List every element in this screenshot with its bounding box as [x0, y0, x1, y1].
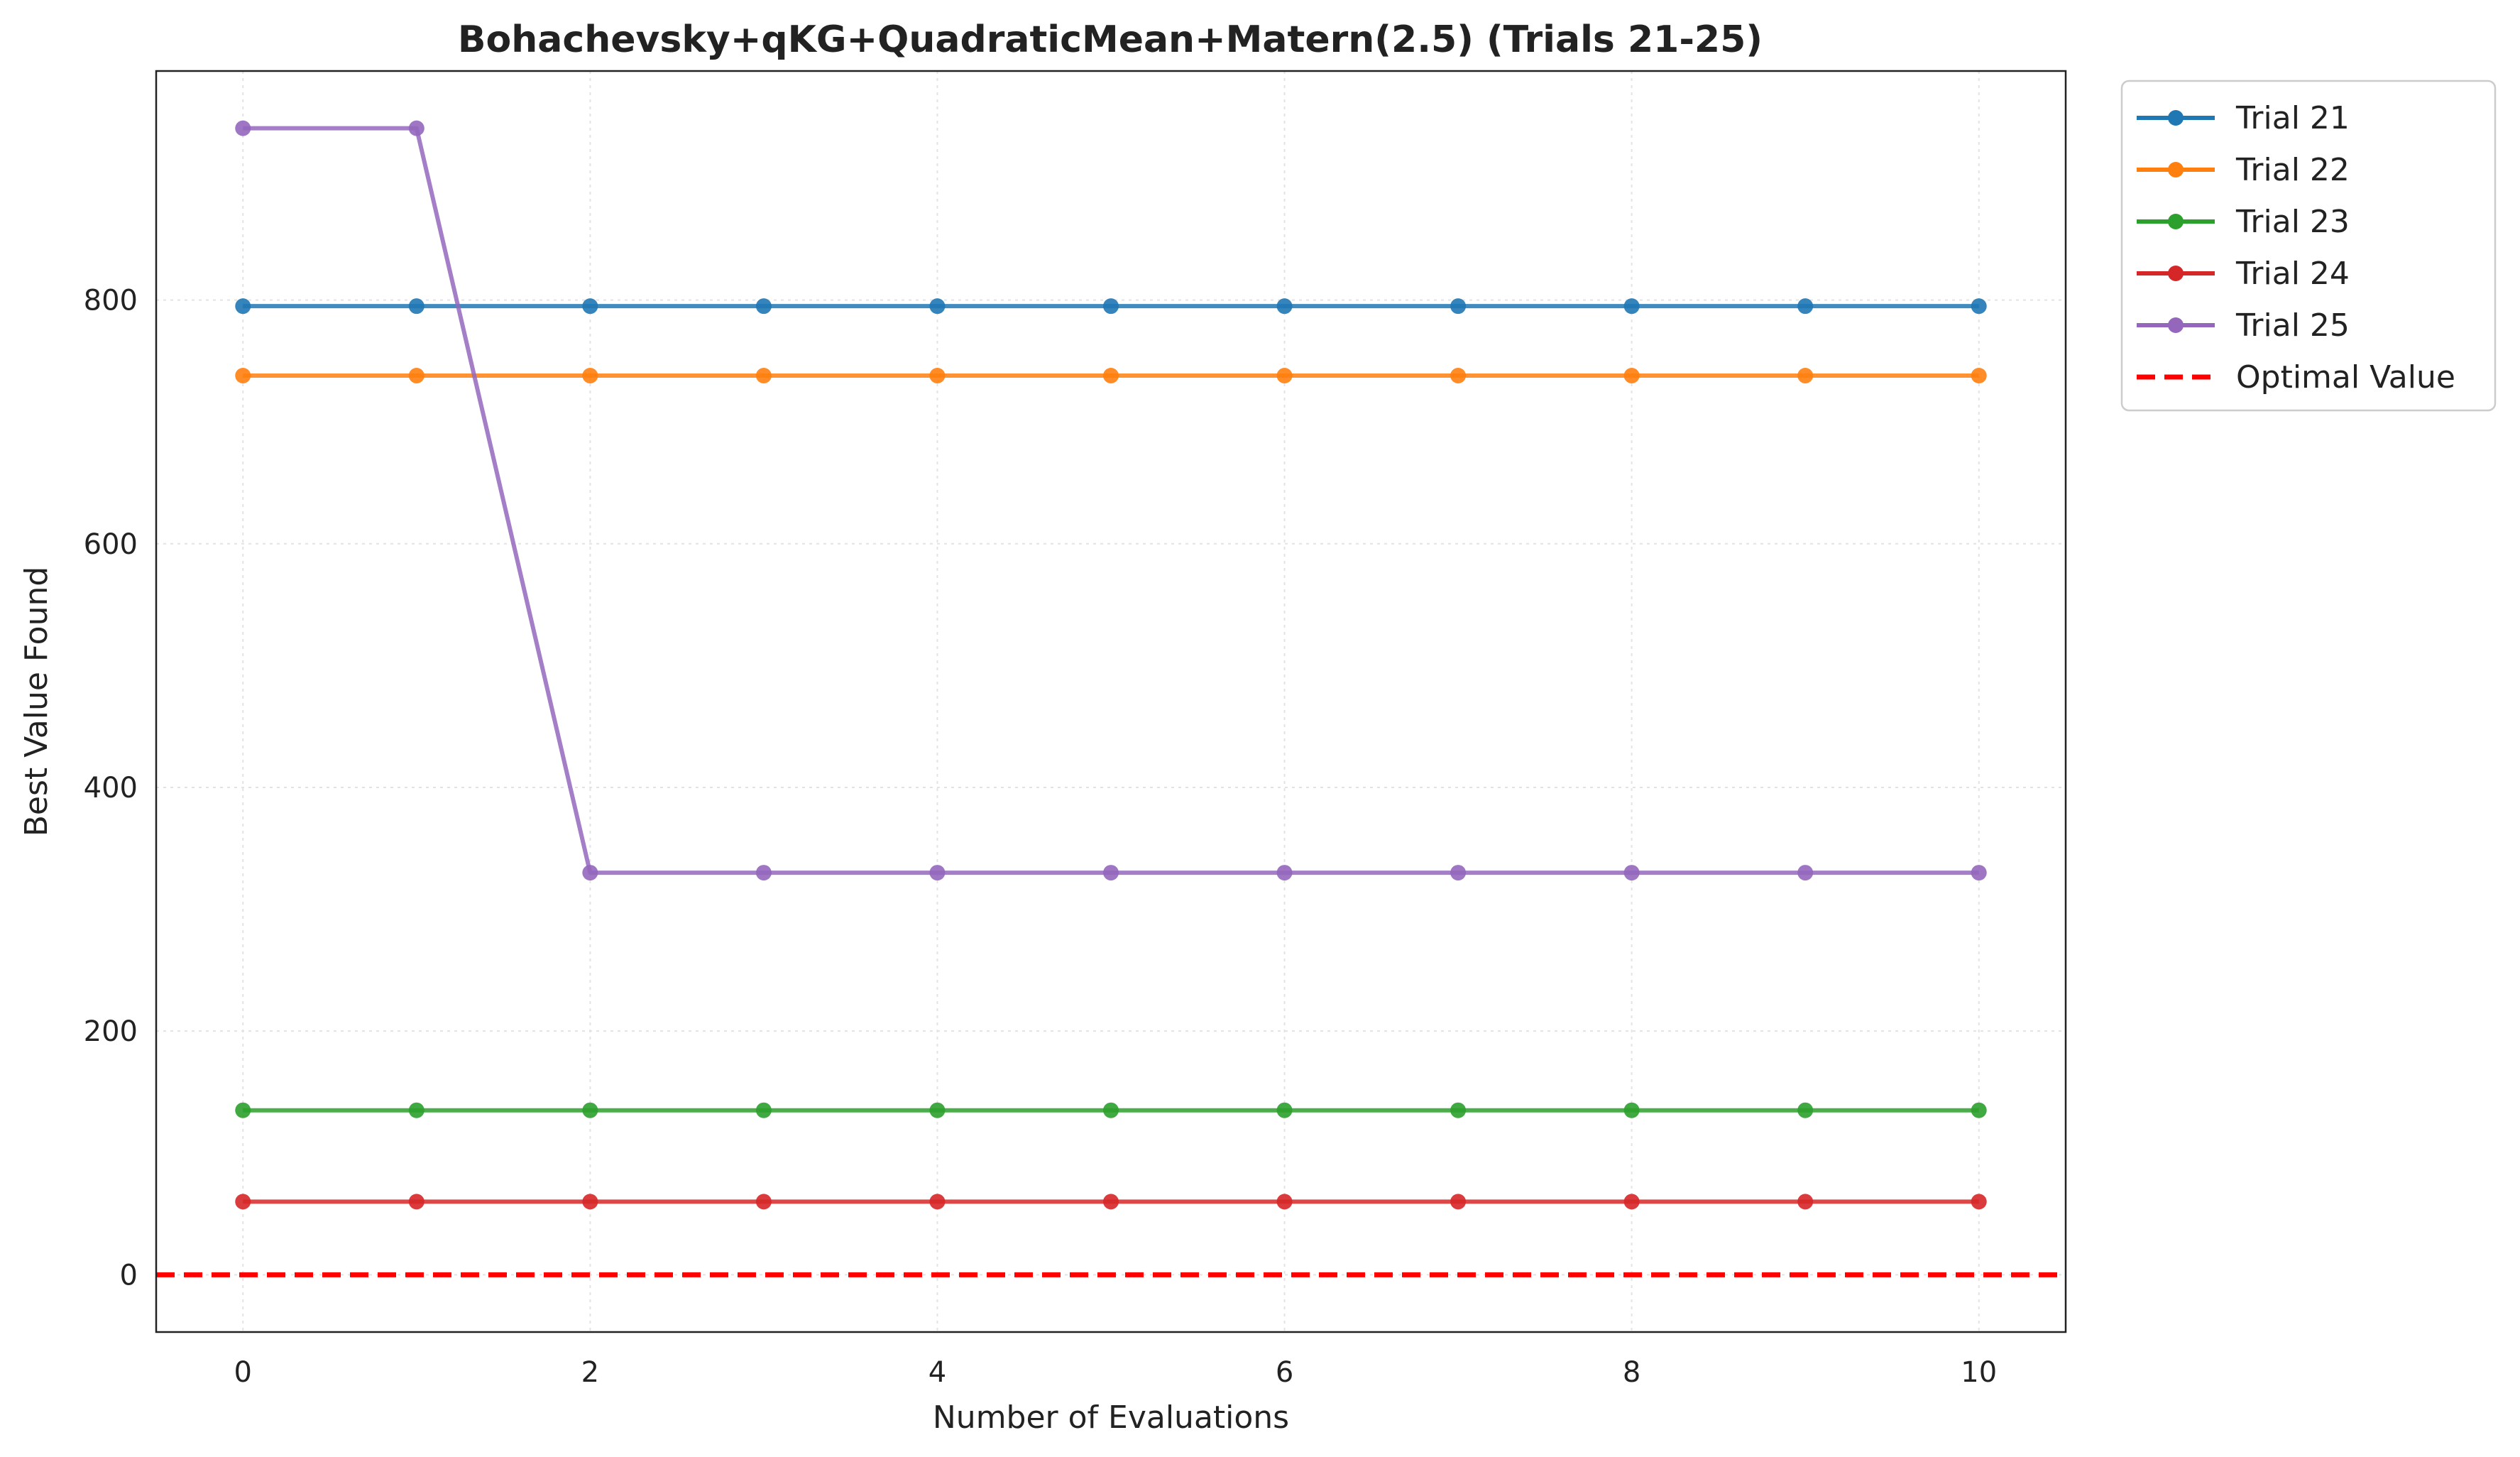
- data-point: [755, 367, 772, 383]
- data-point: [408, 1102, 424, 1118]
- data-point: [408, 298, 424, 315]
- legend-label: Trial 21: [2235, 100, 2350, 136]
- data-point: [929, 298, 946, 315]
- x-axis-label: Number of Evaluations: [933, 1399, 1289, 1436]
- data-point: [1623, 367, 1640, 383]
- chart-title: Bohachevsky+qKG+QuadraticMean+Matern(2.5…: [458, 18, 1763, 61]
- data-point: [1450, 865, 1467, 881]
- legend-item: Trial 21: [2137, 100, 2350, 136]
- data-point: [1276, 298, 1293, 315]
- data-point: [1971, 1194, 1987, 1210]
- data-point: [1276, 367, 1293, 383]
- data-point: [1797, 367, 1814, 383]
- data-point: [1276, 1194, 1293, 1210]
- x-tick-label: 6: [1276, 1356, 1293, 1389]
- legend-item: Trial 23: [2137, 204, 2350, 240]
- data-point: [929, 367, 946, 383]
- y-tick-label: 600: [84, 528, 138, 561]
- data-point: [929, 865, 946, 881]
- legend-label: Optimal Value: [2236, 359, 2455, 395]
- x-tick-label: 8: [1623, 1356, 1640, 1389]
- data-point: [582, 298, 598, 315]
- data-point: [582, 1194, 598, 1210]
- x-tick-label: 10: [1961, 1356, 1997, 1389]
- data-point: [1797, 1102, 1814, 1118]
- data-point: [929, 1194, 946, 1210]
- legend-item: Trial 24: [2137, 256, 2350, 292]
- data-point: [235, 298, 251, 315]
- data-point: [1797, 865, 1814, 881]
- data-point: [1623, 298, 1640, 315]
- legend-marker: [2168, 266, 2184, 281]
- data-point: [1971, 1102, 1987, 1118]
- data-point: [408, 367, 424, 383]
- data-point: [408, 120, 424, 136]
- data-point: [1971, 367, 1987, 383]
- data-point: [929, 1102, 946, 1118]
- data-point: [755, 1102, 772, 1118]
- legend-item: Trial 22: [2137, 152, 2350, 188]
- data-point: [1623, 1194, 1640, 1210]
- data-point: [1276, 865, 1293, 881]
- legend-marker: [2168, 162, 2184, 178]
- data-point: [1797, 1194, 1814, 1210]
- x-tick-label: 0: [234, 1356, 252, 1389]
- data-point: [1450, 298, 1467, 315]
- data-point: [235, 1102, 251, 1118]
- data-point: [1623, 865, 1640, 881]
- plot-area-frame: [155, 70, 2067, 1333]
- y-tick-label: 400: [84, 772, 138, 804]
- series-trial-23: [235, 1102, 1987, 1118]
- data-point: [1450, 367, 1467, 383]
- data-point: [755, 865, 772, 881]
- data-point: [1103, 367, 1119, 383]
- data-point: [1103, 1102, 1119, 1118]
- data-point: [1971, 298, 1987, 315]
- data-point: [1103, 298, 1119, 315]
- data-point: [1971, 865, 1987, 881]
- data-point: [1103, 1194, 1119, 1210]
- x-tick-label: 2: [581, 1356, 599, 1389]
- legend: Trial 21 Trial 22 Trial 23 Trial 24 Trial 25…: [2120, 80, 2497, 412]
- y-tick-label: 200: [84, 1015, 138, 1048]
- data-point: [1623, 1102, 1640, 1118]
- data-point: [1450, 1102, 1467, 1118]
- legend-label: Trial 22: [2235, 152, 2350, 188]
- series-trial-21: [235, 298, 1987, 315]
- y-axis-label: Best Value Found: [18, 567, 55, 837]
- legend-label: Trial 25: [2235, 307, 2350, 344]
- legend-label: Trial 23: [2235, 204, 2350, 240]
- series-trial-22: [235, 367, 1987, 383]
- legend-item: Trial 25: [2137, 307, 2350, 344]
- y-tick-label: 0: [120, 1259, 138, 1292]
- data-point: [235, 367, 251, 383]
- data-point: [582, 1102, 598, 1118]
- legend-marker: [2168, 110, 2184, 126]
- data-point: [755, 298, 772, 315]
- data-point: [755, 1194, 772, 1210]
- data-point: [1450, 1194, 1467, 1210]
- axis-ticks: 0 2 4 6 8 10 0 200 400 600 800: [84, 285, 1998, 1389]
- data-point: [1797, 298, 1814, 315]
- data-point: [582, 865, 598, 881]
- legend-box: [2120, 80, 2497, 412]
- x-tick-label: 4: [928, 1356, 946, 1389]
- legend-marker: [2168, 317, 2184, 333]
- data-point: [582, 367, 598, 383]
- series-trial-25: [235, 120, 1987, 881]
- data-point: [1276, 1102, 1293, 1118]
- data-point: [235, 1194, 251, 1210]
- data-point: [1103, 865, 1119, 881]
- data-point: [235, 120, 251, 136]
- legend-label: Trial 24: [2235, 256, 2350, 292]
- data-point: [408, 1194, 424, 1210]
- series-layer: [235, 120, 1987, 1210]
- legend-marker: [2168, 214, 2184, 229]
- y-tick-label: 800: [84, 285, 138, 317]
- legend-item: Optimal Value: [2137, 359, 2455, 395]
- series-trial-24: [235, 1194, 1987, 1210]
